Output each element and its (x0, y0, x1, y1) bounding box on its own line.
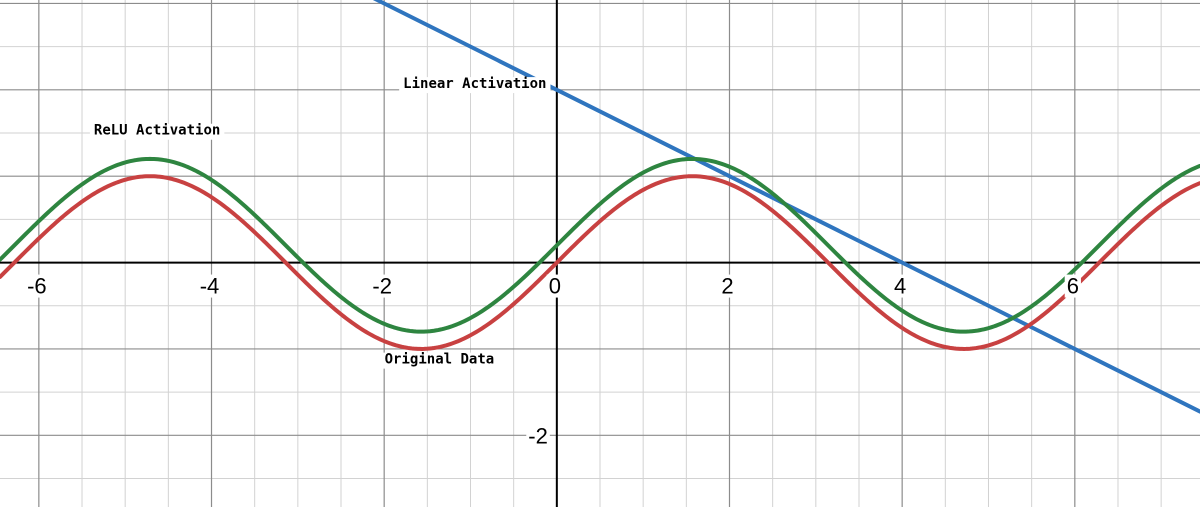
x-tick-label-bg (370, 274, 394, 298)
annotation-label: ReLU Activation (94, 123, 220, 139)
relu-activation-line (0, 156, 1200, 334)
annotation-bg (399, 77, 551, 94)
x-tick-label-bg (197, 274, 222, 298)
x-tick-label: -2 (372, 274, 392, 299)
x-tick-label-bg (546, 274, 563, 298)
x-tick-label-bg (1064, 274, 1081, 298)
x-tick-label-bg (25, 274, 49, 298)
y-tick-label: -2 (528, 423, 548, 448)
x-tick-label: 0 (549, 274, 561, 299)
linear-activation-line (372, 0, 1200, 414)
x-tick-label: 2 (721, 274, 733, 299)
original-data-line (0, 174, 1200, 351)
series-lines (0, 0, 1200, 414)
annotation-bg (380, 352, 499, 369)
annotation-bg (89, 123, 225, 140)
tick-labels: -6 -4 -2 0 2 4 6 -2 (25, 274, 1081, 448)
x-tick-label: -6 (27, 274, 47, 299)
annotation-label: Linear Activation (403, 76, 546, 92)
annotation-label: Original Data (385, 352, 495, 368)
x-tick-label: -4 (200, 274, 220, 299)
y-tick-label-bg (526, 424, 550, 448)
x-tick-label-bg (892, 274, 909, 298)
x-tick-label: 4 (894, 274, 906, 299)
x-tick-label: 6 (1067, 274, 1079, 299)
x-tick-label-bg (719, 274, 736, 298)
annotations: Linear Activation ReLU Activation Original… (89, 76, 551, 369)
